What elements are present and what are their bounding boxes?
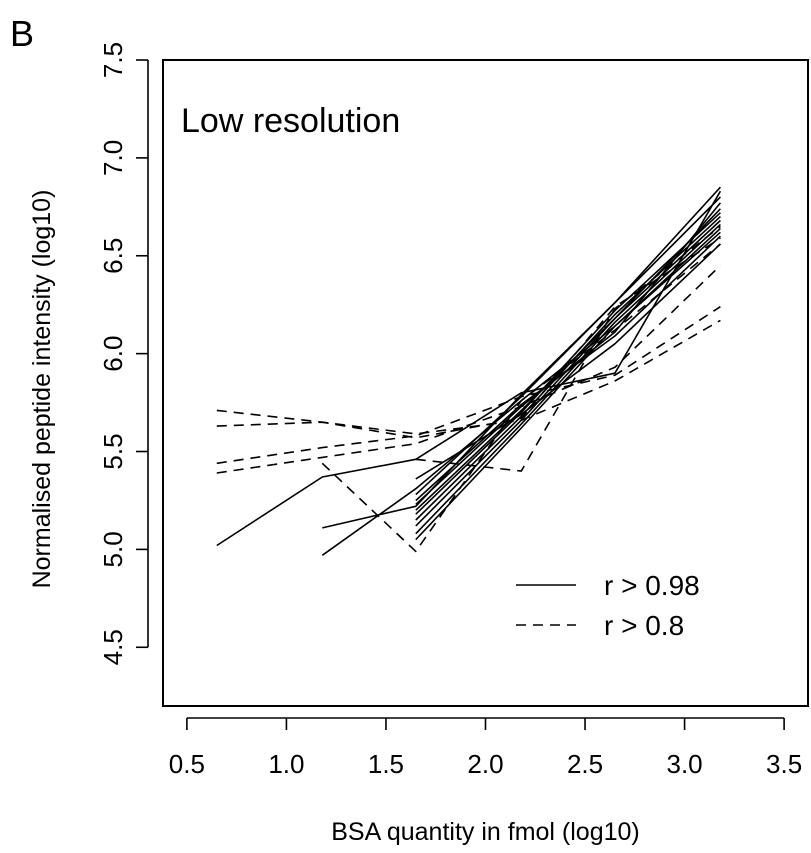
x-tick-label: 2.5 bbox=[567, 749, 603, 779]
legend-label-2: r > 0.8 bbox=[604, 610, 684, 641]
series-line-12 bbox=[415, 196, 721, 496]
series-line-9 bbox=[415, 208, 721, 511]
y-axis-title: Normalised peptide intensity (log10) bbox=[28, 190, 56, 589]
series-line-13 bbox=[415, 243, 721, 480]
y-tick-label: 4.5 bbox=[98, 629, 128, 665]
x-axis: 0.5 1.0 1.5 2.0 2.5 3.0 3.5 bbox=[169, 717, 802, 779]
series-line-19 bbox=[415, 225, 721, 472]
x-tick-label: 1.5 bbox=[368, 749, 404, 779]
x-tick-label: 3.0 bbox=[666, 749, 702, 779]
y-tick-label: 6.5 bbox=[98, 238, 128, 274]
y-tick-label: 5.0 bbox=[98, 531, 128, 567]
y-tick-label: 5.5 bbox=[98, 433, 128, 469]
plot-frame bbox=[162, 59, 809, 707]
x-tick-label: 2.0 bbox=[467, 749, 503, 779]
legend: r > 0.98 r > 0.8 bbox=[516, 570, 700, 641]
x-axis-title: BSA quantity in fmol (log10) bbox=[331, 818, 640, 846]
x-tick-label: 0.5 bbox=[169, 749, 205, 779]
chart-title: Low resolution bbox=[181, 102, 400, 140]
series-line-1 bbox=[216, 190, 722, 547]
x-tick-label: 3.5 bbox=[766, 749, 802, 779]
y-tick-label: 6.0 bbox=[98, 336, 128, 372]
y-tick-label: 7.5 bbox=[98, 42, 128, 78]
series-line-15 bbox=[216, 237, 721, 439]
x-tick-label: 1.0 bbox=[268, 749, 304, 779]
y-axis: 4.5 5.0 5.5 6.0 6.5 7.0 7.5 bbox=[98, 42, 149, 665]
series-line-14 bbox=[216, 319, 721, 435]
panel-letter: B bbox=[10, 13, 34, 54]
series-line-18 bbox=[321, 243, 721, 553]
y-tick-label: 7.0 bbox=[98, 140, 128, 176]
series-line-4 bbox=[415, 227, 721, 541]
legend-label-1: r > 0.98 bbox=[604, 570, 700, 601]
series-line-16 bbox=[216, 306, 721, 465]
series-layer bbox=[216, 186, 722, 556]
series-line-2 bbox=[322, 186, 721, 529]
series-line-17 bbox=[216, 264, 721, 474]
